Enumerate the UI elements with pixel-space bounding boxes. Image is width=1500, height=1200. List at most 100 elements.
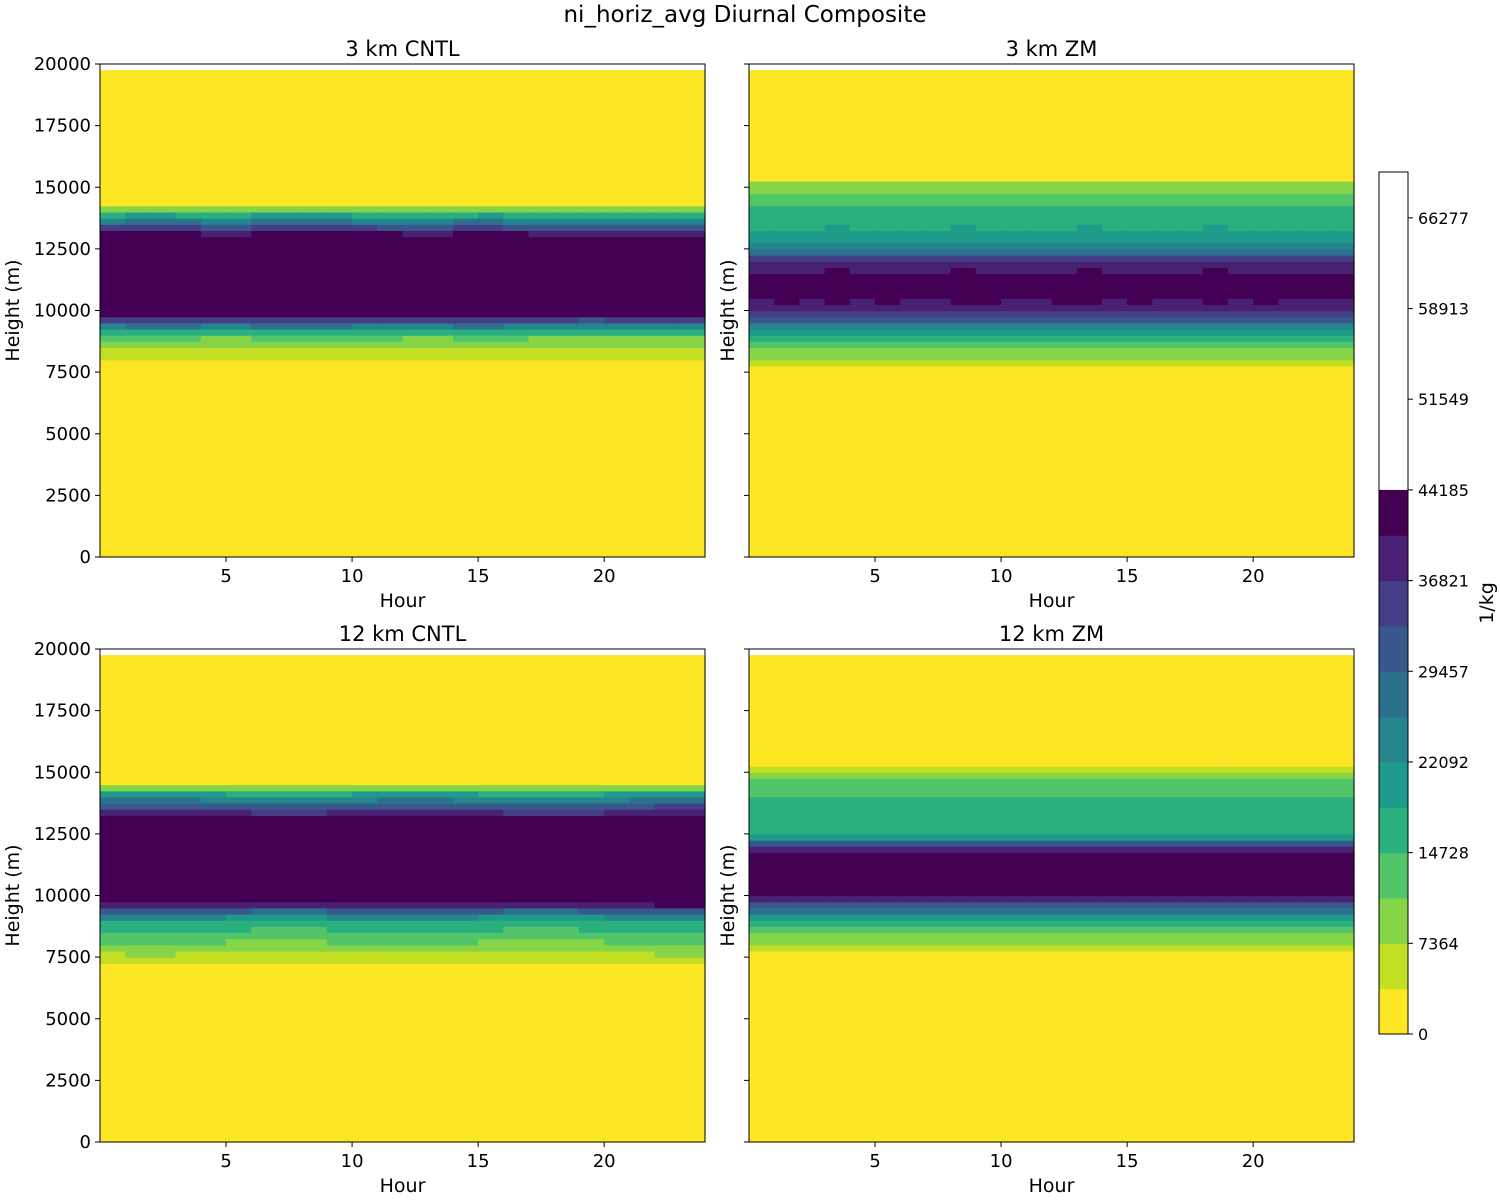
field-cell <box>1152 544 1179 552</box>
field-cell <box>427 255 454 262</box>
field-cell <box>849 304 876 312</box>
field-cell <box>875 205 901 213</box>
field-cell <box>377 1117 404 1125</box>
field-cell <box>452 1129 479 1137</box>
field-cell <box>125 1117 152 1125</box>
field-cell <box>150 255 177 262</box>
field-cell <box>553 267 580 275</box>
field-cell <box>402 858 429 866</box>
field-cell <box>200 255 227 262</box>
field-cell <box>377 809 404 816</box>
field-cell <box>1026 248 1053 256</box>
field-cell <box>1051 82 1078 90</box>
field-cell <box>150 464 177 472</box>
field-cell <box>503 458 530 466</box>
field-cell <box>578 365 605 373</box>
field-cell <box>175 1080 202 1088</box>
field-cell <box>679 402 706 410</box>
field-cell <box>1253 205 1279 213</box>
field-cell <box>452 378 479 386</box>
field-cell <box>175 987 202 995</box>
field-cell <box>1227 285 1254 293</box>
field-cell <box>1253 483 1279 490</box>
field-cell <box>975 94 1002 102</box>
field-cell <box>1177 125 1204 133</box>
field-cell <box>950 322 977 330</box>
field-cell <box>1328 390 1355 398</box>
field-cell <box>1328 211 1355 219</box>
field-cell <box>503 520 530 527</box>
field-cell <box>478 458 504 466</box>
field-cell <box>352 809 378 816</box>
field-cell <box>824 205 851 213</box>
field-cell <box>950 205 977 213</box>
field-cell <box>679 273 706 281</box>
field-cell <box>629 359 656 367</box>
field-cell <box>774 452 801 459</box>
field-cell <box>150 901 177 909</box>
field-cell <box>654 328 681 336</box>
field-cell <box>1127 236 1153 244</box>
field-cell <box>326 969 353 977</box>
field-cell <box>849 347 876 355</box>
field-cell <box>604 470 630 478</box>
field-cell <box>200 1068 227 1075</box>
field-cell <box>925 316 952 324</box>
field-cell <box>100 162 126 170</box>
field-cell <box>226 759 252 767</box>
field-cell <box>1328 137 1355 145</box>
field-cell <box>1051 507 1078 515</box>
field-cell <box>1177 458 1204 466</box>
field-cell <box>1026 88 1053 96</box>
field-cell <box>1127 520 1153 527</box>
field-cell <box>799 310 826 318</box>
field-cell <box>1227 292 1254 299</box>
field-cell <box>251 218 278 225</box>
field-cell <box>175 1086 202 1094</box>
field-cell <box>1001 125 1027 133</box>
field-cell <box>326 778 353 786</box>
field-cell <box>100 932 126 940</box>
field-cell <box>679 384 706 392</box>
field-cell <box>774 131 801 139</box>
field-cell <box>226 901 252 909</box>
field-cell <box>301 433 328 441</box>
field-cell <box>301 784 328 792</box>
field-cell <box>175 753 202 761</box>
field-cell <box>150 1031 177 1038</box>
field-cell <box>326 489 353 496</box>
field-cell <box>578 181 605 188</box>
field-cell <box>175 1037 202 1044</box>
field-cell <box>276 464 303 472</box>
field-cell <box>427 100 454 108</box>
field-cell <box>478 390 504 398</box>
field-cell <box>175 815 202 823</box>
field-cell <box>1101 538 1128 546</box>
field-cell <box>150 168 177 176</box>
field-cell <box>452 458 479 466</box>
field-cell <box>925 230 952 238</box>
field-cell <box>1051 439 1078 447</box>
field-cell <box>1051 310 1078 318</box>
field-cell <box>402 156 429 164</box>
field-cell <box>301 328 328 336</box>
field-cell <box>1152 483 1179 490</box>
field-cell <box>175 88 202 96</box>
field-cell <box>1026 298 1053 305</box>
field-cell <box>1076 507 1103 515</box>
field-cell <box>900 150 927 158</box>
field-cell <box>1051 224 1078 231</box>
field-cell <box>1026 396 1053 404</box>
field-cell <box>125 772 152 780</box>
field-cell <box>427 1018 454 1026</box>
field-cell <box>604 113 630 121</box>
field-cell <box>352 698 378 706</box>
field-cell <box>100 82 126 90</box>
field-cell <box>749 193 775 201</box>
field-cell <box>900 144 927 151</box>
field-cell <box>251 242 278 250</box>
field-cell <box>1278 520 1305 527</box>
field-cell <box>553 328 580 336</box>
field-cell <box>301 70 328 77</box>
field-cell <box>1026 483 1053 490</box>
